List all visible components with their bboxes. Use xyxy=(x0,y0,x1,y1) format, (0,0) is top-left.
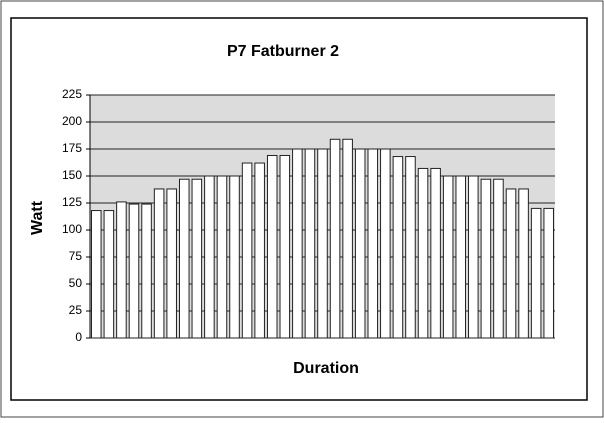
y-tick-label: 175 xyxy=(62,141,82,155)
y-tick-label: 150 xyxy=(62,168,82,182)
bar xyxy=(292,148,303,339)
bar xyxy=(204,175,215,339)
bar xyxy=(367,148,379,339)
bar xyxy=(216,175,228,339)
bar xyxy=(241,162,253,339)
bar xyxy=(342,138,353,339)
y-tick-label: 125 xyxy=(62,195,82,209)
bar xyxy=(128,203,140,339)
bar xyxy=(405,156,416,339)
bar xyxy=(166,188,177,339)
y-tick-label: 0 xyxy=(75,330,82,344)
bar xyxy=(254,162,265,339)
y-tick-label: 200 xyxy=(62,114,82,128)
bar xyxy=(518,188,529,339)
y-tick-label: 50 xyxy=(69,276,83,290)
bar xyxy=(153,188,165,339)
bar xyxy=(392,156,404,339)
y-axis-label: Watt xyxy=(29,200,46,235)
bar xyxy=(317,148,328,339)
bar xyxy=(417,167,429,339)
bar xyxy=(493,178,504,339)
bar xyxy=(354,148,366,339)
x-axis-label: Duration xyxy=(293,360,359,377)
bar xyxy=(505,188,517,339)
y-tick-label: 25 xyxy=(69,303,83,317)
bar xyxy=(266,154,278,339)
chart-title: P7 Fatburner 2 xyxy=(227,43,339,60)
bar xyxy=(480,178,492,339)
bar xyxy=(279,154,291,339)
bar xyxy=(91,210,102,339)
bar xyxy=(380,148,391,339)
bar xyxy=(430,167,441,339)
bar xyxy=(141,203,152,339)
bar xyxy=(229,175,240,339)
y-tick-label: 75 xyxy=(69,249,83,263)
bar xyxy=(178,178,190,339)
bar xyxy=(329,138,341,339)
bar xyxy=(304,148,316,339)
bar xyxy=(543,207,554,339)
bar xyxy=(530,207,542,339)
bar xyxy=(191,178,203,339)
y-tick-label: 225 xyxy=(62,87,82,101)
bar xyxy=(103,210,115,339)
bar xyxy=(455,175,467,339)
bar xyxy=(468,175,479,339)
bar xyxy=(442,175,454,339)
y-tick-label: 100 xyxy=(62,222,82,236)
bar xyxy=(116,201,127,339)
